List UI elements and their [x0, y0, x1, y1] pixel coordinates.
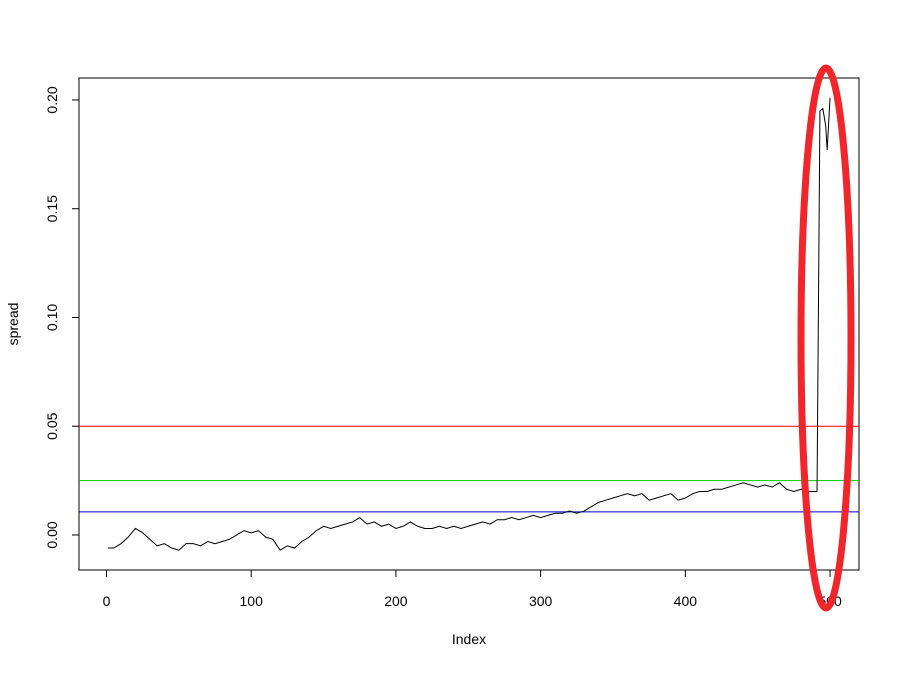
y-tick-label: 0.15 [44, 195, 60, 222]
x-tick-label: 300 [529, 593, 553, 609]
x-tick-label: 0 [103, 593, 111, 609]
x-tick-label: 100 [240, 593, 264, 609]
y-tick-label: 0.00 [44, 521, 60, 548]
y-tick-label: 0.10 [44, 304, 60, 331]
y-tick-label: 0.20 [44, 86, 60, 113]
highlight-ellipse [797, 64, 855, 612]
y-tick-label: 0.05 [44, 412, 60, 439]
x-tick-label: 400 [674, 593, 698, 609]
plot-frame [78, 77, 860, 571]
y-axis-label: spread [5, 303, 21, 346]
data-line [107, 97, 831, 551]
x-axis-label: Index [452, 631, 486, 647]
x-tick-label: 200 [384, 593, 408, 609]
